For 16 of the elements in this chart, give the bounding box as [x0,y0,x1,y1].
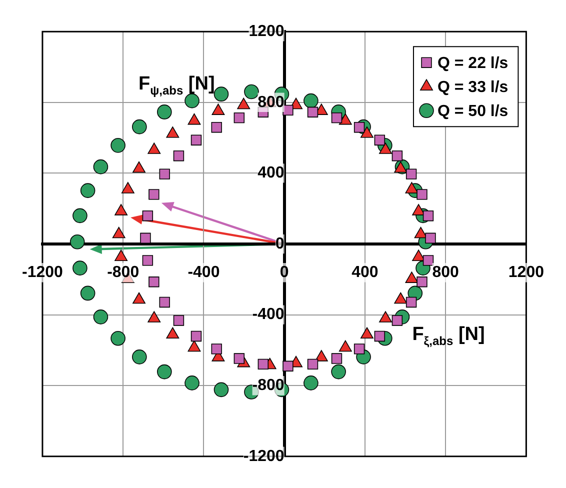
legend-label: Q = 50 l/s [437,103,508,120]
y-tick-label: 400 [258,164,284,182]
legend-label: Q = 22 l/s [437,55,508,72]
y-tick-label: 1200 [248,23,284,40]
x-tick-label: 400 [352,264,378,282]
y-tick-label: -800 [252,377,284,394]
x-tick-label: -800 [107,264,140,282]
x-tick-label: 800 [432,264,460,282]
x-tick-label: -1200 [22,264,64,282]
y-tick-label: -1200 [243,448,284,465]
x-tick-label: 1200 [508,264,544,282]
y-tick-label: -400 [252,306,284,324]
legend-label: Q = 33 l/s [437,79,508,96]
y-tick-label: 800 [258,94,284,111]
y-tick-label: 0 [275,235,284,252]
x-tick-label: -400 [188,264,220,282]
